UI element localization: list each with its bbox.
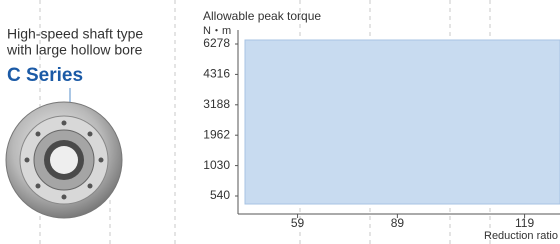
range-area bbox=[245, 40, 560, 204]
y-tick-label: 1030 bbox=[203, 158, 230, 172]
y-axis-title: Allowable peak torque bbox=[203, 9, 321, 23]
y-tick-label: 540 bbox=[210, 188, 230, 202]
x-tick-label: 59 bbox=[291, 216, 305, 230]
description-line: with large hollow bore bbox=[6, 42, 143, 58]
description-line: High-speed shaft type bbox=[7, 26, 143, 42]
x-axis-title: Reduction ratio bbox=[484, 230, 558, 242]
y-tick-label: 4316 bbox=[203, 67, 230, 81]
y-axis-unit: N・m bbox=[203, 25, 231, 37]
y-tick-label: 6278 bbox=[203, 36, 230, 50]
product-image bbox=[6, 102, 122, 218]
y-tick-label: 3188 bbox=[203, 97, 230, 111]
series-name: C Series bbox=[7, 65, 83, 86]
y-tick-label: 1962 bbox=[203, 127, 230, 141]
x-tick-label: 89 bbox=[391, 216, 405, 230]
page: High-speed shaft type with large hollow … bbox=[0, 0, 560, 244]
x-tick-label: 119 bbox=[515, 216, 534, 230]
